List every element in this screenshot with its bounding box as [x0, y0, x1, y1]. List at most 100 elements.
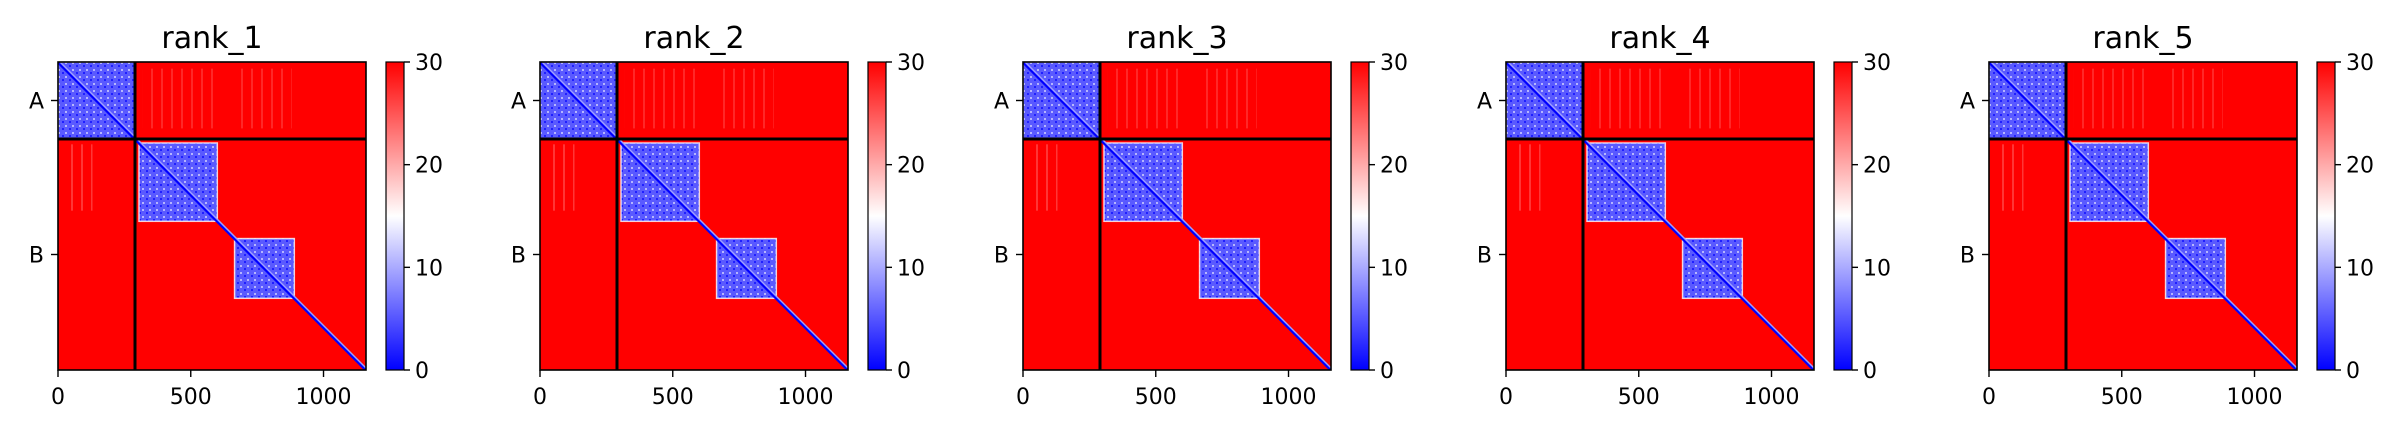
offdiag-texture: [1512, 144, 1541, 211]
diagonal-halo: [59, 62, 366, 369]
x-tick-label: 500: [170, 385, 212, 410]
offdiag-texture: [546, 144, 575, 211]
low-error-block-edge: [715, 237, 778, 300]
chain-label: A: [29, 90, 44, 115]
panel-4: rank_4 0 500 1000 A B 0 10 20 30: [1477, 21, 1891, 410]
colorbar: [385, 61, 405, 371]
colorbar-tick-label: 30: [415, 51, 443, 76]
low-error-block-edge: [1103, 142, 1184, 223]
heatmap: [1506, 62, 1814, 370]
chain-label: A: [994, 90, 1009, 115]
x-tick-label: 500: [2101, 385, 2143, 410]
low-error-block-edge: [1586, 142, 1667, 223]
x-tick-label: 0: [533, 385, 547, 410]
chain-label: B: [1477, 244, 1492, 269]
x-tick-label: 1000: [778, 385, 834, 410]
diagonal-halo: [541, 62, 848, 369]
diagonal-line: [540, 62, 848, 370]
colorbar-tick-label: 10: [2346, 256, 2374, 281]
offdiag-texture: [1107, 68, 1183, 129]
chain-label: A: [511, 90, 526, 115]
offdiag-texture: [1029, 144, 1058, 211]
panel-title: rank_1: [161, 21, 262, 56]
heatmap-frame: [1022, 61, 1332, 371]
offdiag-texture: [2169, 68, 2223, 129]
x-tick-label: 1000: [2227, 385, 2283, 410]
x-tick-label: 500: [1135, 385, 1177, 410]
colorbar-tick-label: 0: [897, 359, 911, 384]
colorbar-tick-label: 20: [897, 154, 925, 179]
low-error-block-edge: [233, 237, 296, 300]
panel-1: rank_1 0 500 1000 A B 0 10 20 30: [29, 21, 443, 410]
diagonal-halo: [1990, 62, 2297, 369]
diagonal-halo: [1024, 62, 1331, 369]
heatmap-frame: [57, 61, 367, 371]
panel-2: rank_2 0 500 1000 A B 0 10 20 30: [511, 21, 925, 410]
colorbar-tick-label: 10: [1863, 256, 1891, 281]
chain-label: A: [1960, 90, 1975, 115]
heatmap: [540, 62, 848, 370]
heatmap-frame: [1988, 61, 2298, 371]
offdiag-texture: [1203, 68, 1257, 129]
heatmap-frame: [1505, 61, 1815, 371]
offdiag-texture: [142, 68, 218, 129]
chain-label: B: [29, 244, 44, 269]
panel-3: rank_3 0 500 1000 A B 0 10 20 30: [994, 21, 1408, 410]
x-tick-label: 1000: [1744, 385, 1800, 410]
diagonal-line: [58, 62, 366, 370]
offdiag-texture: [1590, 68, 1666, 129]
x-tick-label: 500: [652, 385, 694, 410]
heatmap-frame: [539, 61, 849, 371]
panel-title: rank_5: [2092, 21, 2193, 56]
x-tick-label: 0: [1499, 385, 1513, 410]
offdiag-texture: [238, 68, 292, 129]
diagonal-line: [1506, 62, 1814, 370]
colorbar-tick-label: 30: [897, 51, 925, 76]
low-error-block-edge: [1681, 237, 1744, 300]
colorbar-tick-label: 10: [897, 256, 925, 281]
colorbar-tick-label: 0: [1380, 359, 1394, 384]
low-error-block-edge: [2164, 237, 2227, 300]
offdiag-texture: [64, 144, 93, 211]
x-tick-label: 0: [1982, 385, 1996, 410]
low-error-block-edge: [1198, 237, 1261, 300]
chain-label: A: [1477, 90, 1492, 115]
heatmap: [58, 62, 366, 370]
offdiag-texture: [1686, 68, 1740, 129]
low-error-block-edge: [138, 142, 219, 223]
x-tick-label: 1000: [1261, 385, 1317, 410]
panel-title: rank_2: [643, 21, 744, 56]
heatmap: [1989, 62, 2297, 370]
diagonal-line: [1989, 62, 2297, 370]
panel-title: rank_4: [1609, 21, 1710, 56]
colorbar: [2316, 61, 2336, 371]
offdiag-texture: [2073, 68, 2149, 129]
x-tick-label: 0: [51, 385, 65, 410]
colorbar-tick-label: 0: [2346, 359, 2360, 384]
chain-label: B: [511, 244, 526, 269]
low-error-block-edge: [2069, 142, 2150, 223]
colorbar-tick-label: 30: [1380, 51, 1408, 76]
colorbar-tick-label: 20: [2346, 154, 2374, 179]
low-error-block-edge: [620, 142, 701, 223]
colorbar-tick-label: 0: [1863, 359, 1877, 384]
colorbar-tick-label: 10: [1380, 256, 1408, 281]
colorbar-tick-label: 30: [1863, 51, 1891, 76]
colorbar-tick-label: 20: [1863, 154, 1891, 179]
colorbar: [867, 61, 887, 371]
panel-5: rank_5 0 500 1000 A B 0 10 20 30: [1960, 21, 2374, 410]
heatmap: [1023, 62, 1331, 370]
diagonal-halo: [1507, 62, 1814, 369]
colorbar-tick-label: 0: [415, 359, 429, 384]
offdiag-texture: [624, 68, 700, 129]
colorbar-tick-label: 20: [415, 154, 443, 179]
colorbar: [1350, 61, 1370, 371]
chain-label: B: [994, 244, 1009, 269]
offdiag-texture: [1995, 144, 2024, 211]
colorbar-tick-label: 20: [1380, 154, 1408, 179]
colorbar-tick-label: 10: [415, 256, 443, 281]
x-tick-label: 1000: [296, 385, 352, 410]
colorbar-tick-label: 30: [2346, 51, 2374, 76]
x-tick-label: 0: [1016, 385, 1030, 410]
